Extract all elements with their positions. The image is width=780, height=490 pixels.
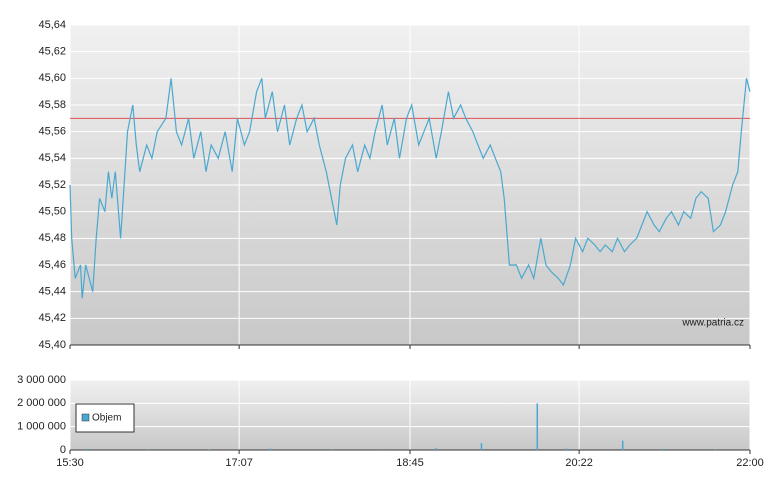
bar — [208, 449, 211, 450]
y-tick-label: 3 000 000 — [17, 374, 66, 386]
x-tick-label: 18:45 — [396, 457, 424, 469]
bar — [714, 449, 716, 450]
bar — [147, 449, 150, 450]
bar — [566, 448, 568, 450]
y-tick-label: 45,54 — [38, 152, 66, 164]
legend-swatch — [81, 413, 90, 422]
y-tick-label: 45,52 — [38, 179, 66, 191]
y-tick-label: 45,56 — [38, 126, 66, 138]
y-tick-label: 45,40 — [38, 339, 66, 351]
y-tick-label: 45,62 — [38, 46, 66, 58]
y-tick-label: 45,44 — [38, 286, 66, 298]
bar — [621, 440, 624, 450]
y-tick-label: 45,48 — [38, 232, 66, 244]
x-tick-label: 22:00 — [736, 457, 764, 469]
y-tick-label: 45,64 — [38, 19, 66, 31]
legend-label: Objem — [92, 413, 121, 424]
annotation: www.patria.cz — [681, 318, 744, 329]
y-tick-label: 45,58 — [38, 99, 66, 111]
x-tick-label: 17:07 — [225, 457, 253, 469]
y-tick-label: 1 000 000 — [17, 421, 66, 433]
y-tick-label: 45,46 — [38, 259, 66, 271]
y-tick-label: 45,60 — [38, 72, 66, 84]
bar — [480, 443, 483, 450]
x-tick-label: 20:22 — [565, 457, 593, 469]
bar — [269, 448, 272, 450]
price-line — [69, 78, 751, 299]
y-tick-label: 45,50 — [38, 206, 66, 218]
bar — [330, 449, 333, 450]
bar — [383, 448, 385, 450]
x-tick-label: 15:30 — [56, 457, 84, 469]
y-tick-label: 0 — [60, 444, 66, 456]
y-tick-label: 2 000 000 — [17, 397, 66, 409]
bar — [435, 448, 437, 450]
bar — [536, 403, 539, 450]
bar — [86, 448, 89, 450]
y-tick-label: 45,42 — [38, 312, 66, 324]
bar — [662, 448, 664, 450]
